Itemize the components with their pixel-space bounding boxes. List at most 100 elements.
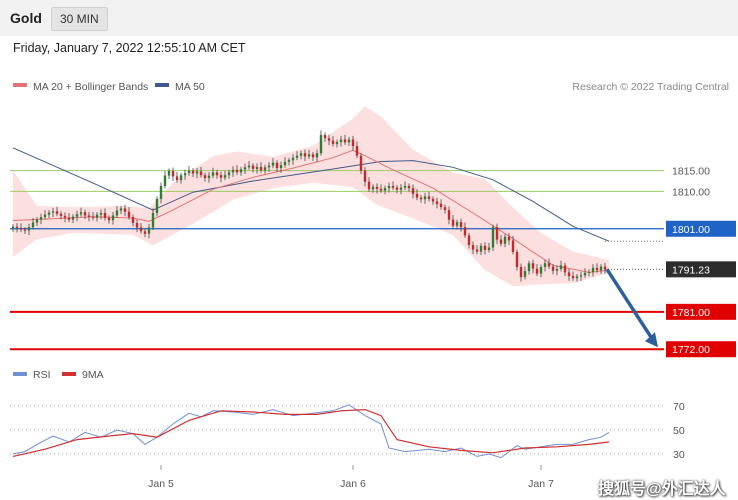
- candle-body: [587, 272, 591, 273]
- candle-body: [243, 167, 247, 170]
- candle-body: [439, 203, 443, 208]
- candle-body: [547, 263, 551, 267]
- rsi-tick-label: 50: [673, 425, 685, 437]
- candle-body: [283, 161, 287, 166]
- price-label: 1801.00: [672, 224, 710, 236]
- rsi-lines: [12, 404, 610, 459]
- candle-body: [107, 218, 111, 221]
- timeframe-button[interactable]: 30 MIN: [51, 7, 108, 31]
- candle-body: [91, 216, 95, 218]
- candle-body: [143, 231, 147, 234]
- candle-body: [255, 166, 259, 169]
- candle-body: [123, 208, 127, 212]
- candle-body: [43, 214, 47, 218]
- candle-body: [551, 266, 555, 271]
- ma50-legend-label: MA 50: [175, 81, 205, 93]
- candle-body: [151, 213, 155, 228]
- candle-body: [543, 263, 547, 267]
- candle-body: [375, 186, 379, 189]
- candle-body: [467, 235, 471, 245]
- candle-body: [207, 175, 211, 179]
- candle-body: [307, 154, 311, 157]
- candle-body: [23, 229, 27, 231]
- candle-body: [563, 265, 567, 273]
- ma20-legend-swatch: [13, 83, 27, 87]
- candle-body: [175, 176, 179, 181]
- candle-body: [535, 268, 539, 274]
- candle-body: [447, 210, 451, 220]
- watermark: 搜狐号@外汇达人: [598, 481, 726, 498]
- candle-body: [303, 153, 307, 157]
- candle-body: [499, 239, 503, 244]
- instrument-title: Gold: [10, 10, 42, 26]
- candle-body: [523, 271, 527, 277]
- rsi-legend-label: RSI: [33, 369, 51, 381]
- candle-body: [59, 213, 63, 216]
- candle-body: [195, 171, 199, 174]
- price-label: 1791.23: [672, 264, 710, 276]
- candle-body: [275, 162, 279, 169]
- candle-body: [155, 198, 159, 213]
- price-label: 1815.00: [672, 166, 710, 178]
- candle-body: [479, 245, 483, 252]
- candle-body: [511, 240, 515, 252]
- candle-body: [87, 215, 91, 217]
- projection-arrow-head: [645, 332, 658, 348]
- candle-body: [387, 186, 391, 189]
- candle-body: [323, 134, 327, 139]
- candle-body: [167, 171, 171, 176]
- candle-body: [335, 142, 339, 145]
- candle-body: [263, 167, 267, 171]
- candle-body: [271, 162, 275, 166]
- candle-body: [227, 172, 231, 176]
- candle-body: [419, 197, 423, 200]
- candle-body: [119, 208, 123, 211]
- candle-body: [503, 236, 507, 244]
- candle-body: [75, 214, 79, 217]
- ma50-legend-swatch: [155, 83, 169, 87]
- candle-body: [531, 263, 535, 269]
- candle-body: [139, 227, 143, 232]
- candle-body: [71, 216, 75, 220]
- candle-body: [79, 212, 83, 215]
- x-tick-label: Jan 6: [340, 478, 366, 490]
- candle-body: [451, 219, 455, 226]
- candle-body: [223, 175, 227, 178]
- price-labels: 1815.00 1810.00 1801.00 1791.23 1781.00 1772.…: [666, 166, 736, 358]
- candle-body: [183, 173, 187, 176]
- candle-body: [339, 139, 343, 142]
- candle-body: [495, 227, 499, 240]
- candle-body: [111, 215, 115, 221]
- candle-body: [11, 226, 15, 229]
- candle-body: [403, 186, 407, 188]
- rsi-ma-legend-label: 9MA: [82, 369, 104, 381]
- candle-body: [391, 186, 395, 188]
- x-axis: Jan 5 Jan 6 Jan 7: [148, 465, 554, 490]
- candle-body: [55, 211, 59, 214]
- candle-body: [115, 210, 119, 216]
- candle-body: [215, 172, 219, 176]
- projection-arrow: [605, 268, 658, 348]
- candle-body: [379, 188, 383, 191]
- candle-body: [19, 227, 23, 230]
- candle-body: [191, 170, 195, 174]
- candle-body: [327, 138, 331, 141]
- candle-body: [259, 166, 263, 171]
- candle-body: [575, 276, 579, 279]
- rsi-legend-swatch: [13, 372, 27, 376]
- candle-body: [203, 175, 207, 179]
- candle-body: [39, 217, 43, 220]
- candle-body: [63, 215, 67, 218]
- candle-body: [395, 187, 399, 190]
- rsi-legend: RSI 9MA: [13, 369, 104, 381]
- candle-body: [319, 134, 323, 154]
- price-label: 1810.00: [672, 186, 710, 198]
- projection-arrow-shaft: [605, 268, 655, 342]
- candle-body: [459, 222, 463, 228]
- price-label-box: [666, 261, 736, 278]
- level-lines: [10, 170, 664, 351]
- candle-body: [515, 252, 519, 267]
- copyright-text: Research © 2022 Trading Central: [572, 81, 729, 93]
- candlesticks: [11, 130, 607, 282]
